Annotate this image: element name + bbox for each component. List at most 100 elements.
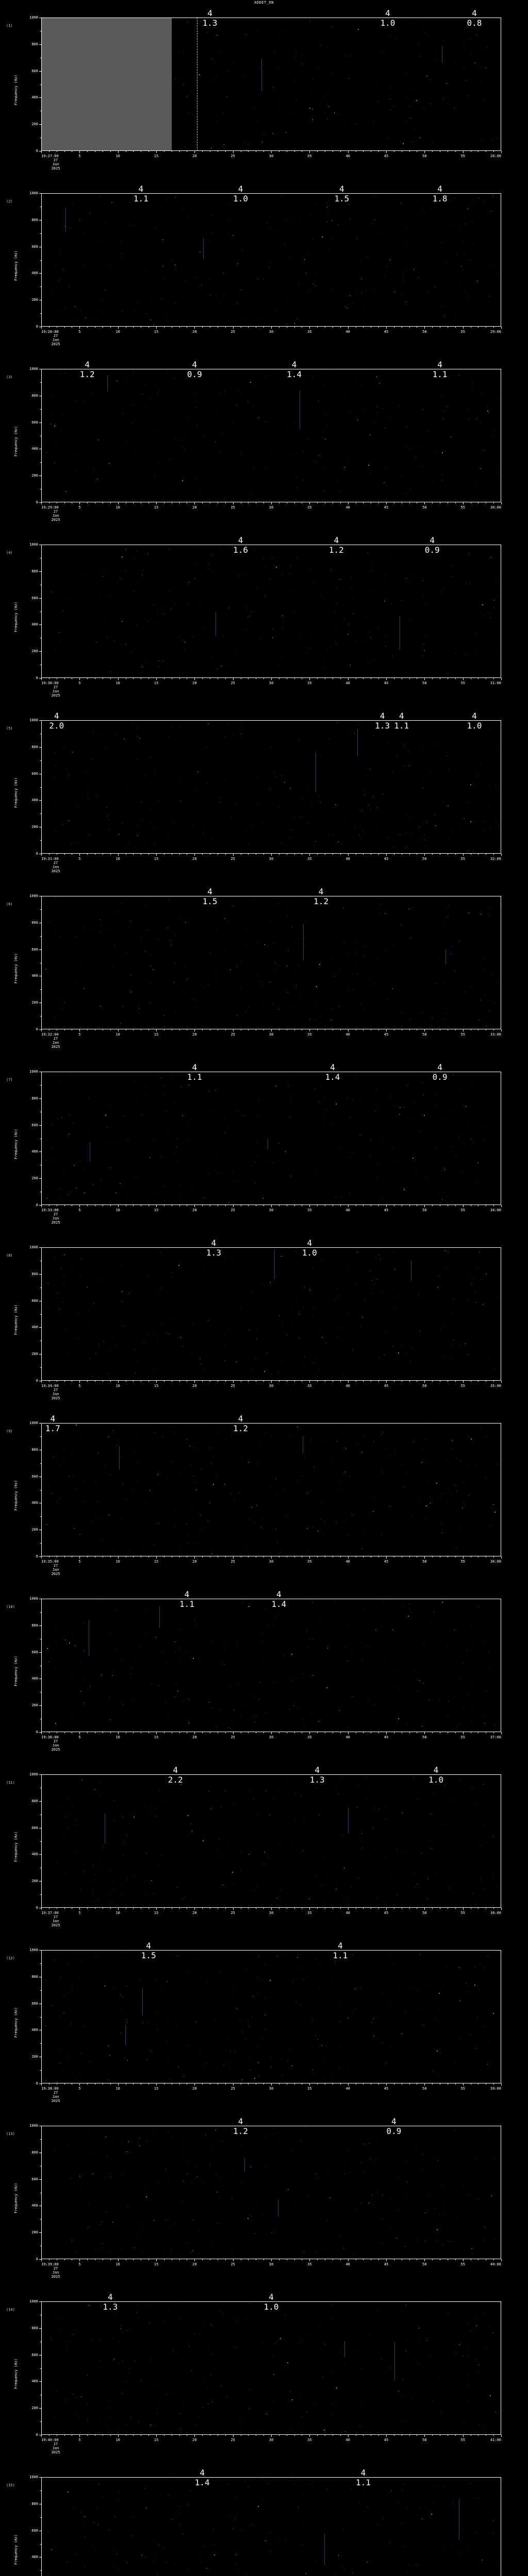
detection-marker[interactable]: 4 2.0 [49, 711, 64, 731]
plot-area[interactable]: 0 200 400 600 800 1000 19:27:00 5 10 15 20 25 30 35 40… [29, 8, 502, 171]
y-axis-tick [39, 624, 41, 625]
x-axis-tick [156, 2083, 157, 2086]
detection-marker[interactable]: 4 1.2 [233, 2116, 248, 2136]
detection-marker[interactable]: 4 1.5 [141, 1941, 156, 1960]
detection-marker[interactable]: 4 1.3 [203, 8, 218, 28]
detection-marker[interactable]: 4 1.2 [329, 535, 344, 555]
y-axis-tick-label: 1000 [29, 894, 38, 898]
detection-marker[interactable]: 4 1.7 [45, 1414, 60, 1433]
y-axis-tick-label: 0 [36, 149, 38, 153]
axis-spine [41, 720, 42, 854]
plot-area[interactable]: 0 200 400 600 800 1000 19:35:00 5 10 15 20 25 30 35 40… [29, 1414, 502, 1576]
detection-marker[interactable]: 4 1.3 [103, 2292, 118, 2312]
detection-marker[interactable]: 4 1.6 [233, 535, 248, 555]
figure-title: ADDET_ON [254, 1, 274, 5]
x-axis-end-label: 32:00 [490, 857, 501, 861]
y-axis-tick-label: 800 [31, 569, 38, 573]
detection-marker[interactable]: 4 1.1 [333, 1941, 348, 1960]
detection-marker[interactable]: 4 1.1 [134, 184, 148, 204]
x-axis-tick [271, 1732, 272, 1734]
detection-marker[interactable]: 4 0.9 [425, 535, 440, 555]
x-axis-tick-label: 35 [307, 1384, 312, 1388]
x-axis-tick-label: 45 [384, 1208, 389, 1212]
y-axis-tick [39, 193, 41, 194]
x-axis-minor-tick [148, 854, 150, 855]
detection-marker[interactable]: 4 1.0 [233, 184, 248, 204]
x-axis-tick [194, 2259, 195, 2261]
detection-marker[interactable]: 4 0.9 [187, 360, 202, 379]
x-axis-minor-tick [409, 1029, 410, 1030]
y-axis-tick-label: 0 [36, 1730, 38, 1734]
plot-area[interactable]: 0 200 400 600 800 1000 19:38:00 5 10 15 20 25 30 35 40… [29, 1941, 502, 2103]
detection-marker-count: 4 [207, 8, 212, 18]
y-axis-tick-label: 800 [31, 217, 38, 222]
detection-marker[interactable]: 4 2.2 [168, 1765, 183, 1785]
plot-area[interactable]: 0 200 400 600 800 1000 19:33:00 5 10 15 20 25 30 35 40… [29, 1062, 502, 1225]
x-axis-tick [233, 1381, 234, 1383]
detection-marker[interactable]: 4 1.0 [428, 1765, 443, 1785]
detection-marker[interactable]: 4 1.2 [314, 887, 328, 906]
detection-marker[interactable]: 4 1.4 [325, 1062, 340, 1082]
x-axis-tick [463, 678, 464, 680]
plot-area[interactable]: 0 200 400 600 800 1000 19:34:00 5 10 15 20 25 30 35 40… [29, 1238, 502, 1400]
x-axis-minor-tick [378, 854, 380, 855]
x-axis-minor-tick [493, 2435, 494, 2436]
detection-marker[interactable]: 4 1.1 [179, 1589, 194, 1609]
plot-area[interactable]: 0 200 400 600 800 1000 19:28:00 5 10 15 20 25 30 35 40… [29, 184, 502, 346]
x-axis-tick-label: 25 [230, 681, 235, 685]
plot-area[interactable]: 0 200 400 600 800 1000 19:39:00 5 10 15 20 25 30 35 40… [29, 2116, 502, 2279]
x-axis-date-line: Jan [52, 1216, 59, 1221]
detection-marker[interactable]: 4 1.1 [356, 2468, 371, 2487]
plot-area[interactable]: 0 200 400 600 800 1000 19:37:00 5 10 15 20 25 30 35 40… [29, 1765, 502, 1927]
detection-marker[interactable]: 4 0.9 [433, 1062, 448, 1082]
detection-marker[interactable]: 4 1.0 [302, 1238, 317, 1258]
detection-marker[interactable]: 4 1.0 [264, 2292, 279, 2312]
x-axis-minor-tick [455, 2083, 456, 2084]
detection-marker[interactable]: 4 1.4 [287, 360, 302, 379]
y-axis-minor-tick [40, 2368, 41, 2369]
plot-area[interactable]: 0 200 400 600 800 1000 19:32:00 5 10 15 20 25 30 35 40… [29, 887, 502, 1049]
x-axis-minor-tick [340, 1556, 341, 1557]
detection-marker-count: 4 [192, 1062, 197, 1072]
detection-marker[interactable]: 4 1.2 [233, 1414, 248, 1433]
detection-marker[interactable]: 4 1.5 [334, 184, 349, 204]
detection-marker[interactable]: 4 1.0 [381, 8, 395, 28]
plot-area[interactable]: 0 200 400 600 800 1000 19:30:00 5 10 15 20 25 30 35 40… [29, 535, 502, 698]
x-axis-minor-tick [317, 1556, 318, 1557]
x-axis-date-label: 27 Jan 2025 [52, 334, 60, 346]
detection-marker[interactable]: 4 1.4 [271, 1589, 286, 1609]
detection-marker[interactable]: 4 1.0 [467, 711, 482, 731]
x-axis-minor-tick [263, 327, 265, 328]
detection-marker[interactable]: 4 0.9 [386, 2116, 401, 2136]
axis-spine [41, 2434, 501, 2435]
detection-marker[interactable]: 4 1.8 [433, 184, 448, 204]
plot-area[interactable]: 0 200 400 600 800 1000 19:40:00 5 10 15 20 25 30 35 40… [29, 2292, 502, 2454]
detection-marker[interactable]: 4 1.2 [80, 360, 95, 379]
detection-marker[interactable]: 4 1.1 [394, 711, 409, 731]
x-axis-tick [309, 854, 310, 856]
x-axis-tick-label: 35 [307, 1208, 312, 1212]
plot-area[interactable]: 0 200 400 600 800 1000 19:29:00 5 10 15 20 25 30 35 40… [29, 360, 502, 522]
x-axis-tick-label: 5 [78, 1735, 81, 1739]
x-axis-tick-label: 45 [384, 681, 389, 685]
x-axis-minor-tick [340, 854, 341, 855]
detection-marker[interactable]: 4 1.5 [203, 887, 218, 906]
detection-marker[interactable]: 4 0.8 [467, 8, 482, 28]
plot-area[interactable]: 0 200 400 600 800 1000 19:31:00 5 10 15 20 25 30 35 40… [29, 711, 502, 873]
plot-area[interactable]: 0 200 400 600 800 1000 19:36:00 5 10 15 20 25 30 35 40… [29, 1589, 502, 1752]
detection-marker[interactable]: 4 1.1 [187, 1062, 202, 1082]
detection-marker-value: 1.0 [233, 194, 248, 204]
detection-marker[interactable]: 4 1.4 [195, 2468, 210, 2487]
y-axis-tick-label: 400 [31, 2379, 38, 2384]
detection-marker[interactable]: 4 1.3 [206, 1238, 221, 1258]
y-axis-tick-label: 0 [36, 325, 38, 329]
x-axis-tick [386, 327, 387, 329]
x-axis-minor-tick [409, 2259, 410, 2260]
x-axis-date-label: 27 Jan 2025 [52, 2266, 60, 2279]
plot-area[interactable]: 0200400600800100019:41:00510152025303540… [29, 2468, 501, 2576]
detection-marker[interactable]: 4 1.1 [433, 360, 448, 379]
detection-marker[interactable]: 4 1.3 [375, 711, 390, 731]
x-axis-tick-label: 30 [269, 2087, 274, 2091]
detection-marker[interactable]: 4 1.3 [310, 1765, 325, 1785]
x-axis-date-line: Jan [52, 865, 59, 869]
